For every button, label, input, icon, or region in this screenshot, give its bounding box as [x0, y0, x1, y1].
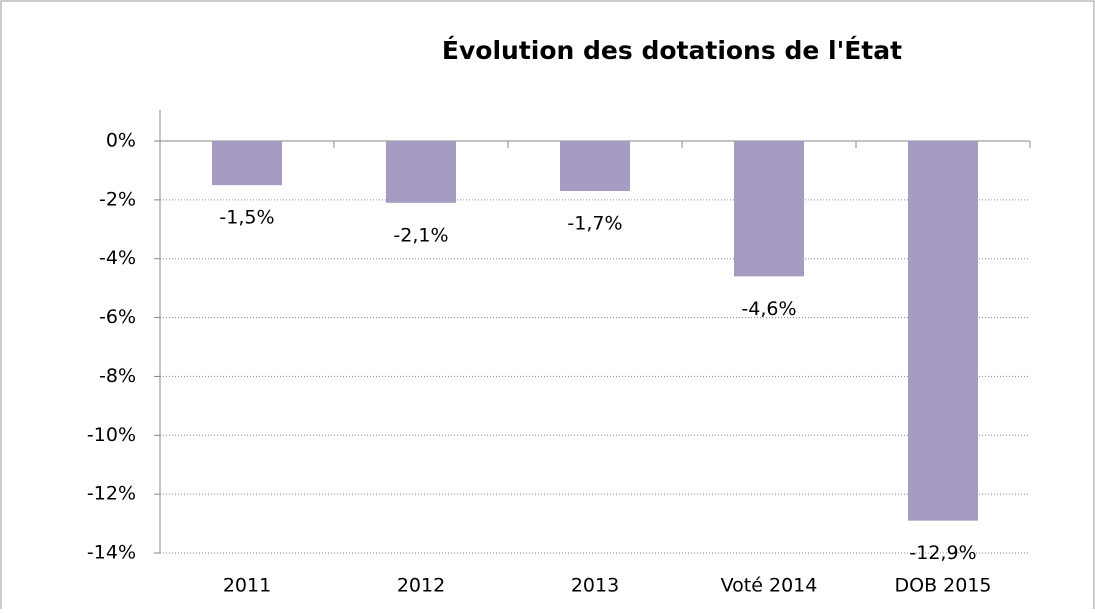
value-label: -1,7%	[567, 213, 622, 235]
x-tick-label: DOB 2015	[894, 575, 991, 597]
value-label: -4,6%	[741, 298, 796, 320]
bar	[908, 141, 978, 521]
bar	[734, 141, 804, 277]
y-tick-label: -4%	[99, 247, 136, 269]
x-tick-label: 2013	[571, 575, 619, 597]
y-tick-label: -10%	[87, 424, 136, 446]
value-label: -12,9%	[909, 542, 976, 564]
y-tick-label: 0%	[106, 130, 136, 152]
y-tick-label: -12%	[87, 483, 136, 505]
value-label: -1,5%	[219, 207, 274, 229]
x-tick-label: 2011	[223, 575, 271, 597]
chart-title: Évolution des dotations de l'État	[442, 36, 902, 65]
x-tick-label: Voté 2014	[721, 575, 818, 597]
bar	[212, 141, 282, 186]
bar	[560, 141, 630, 192]
x-tick-label: 2012	[397, 575, 445, 597]
y-tick-label: -2%	[99, 188, 136, 210]
y-tick-label: -14%	[87, 542, 136, 564]
value-label: -2,1%	[393, 224, 448, 246]
bar	[386, 141, 456, 203]
y-tick-label: -8%	[99, 365, 136, 387]
y-tick-label: -6%	[99, 306, 136, 328]
